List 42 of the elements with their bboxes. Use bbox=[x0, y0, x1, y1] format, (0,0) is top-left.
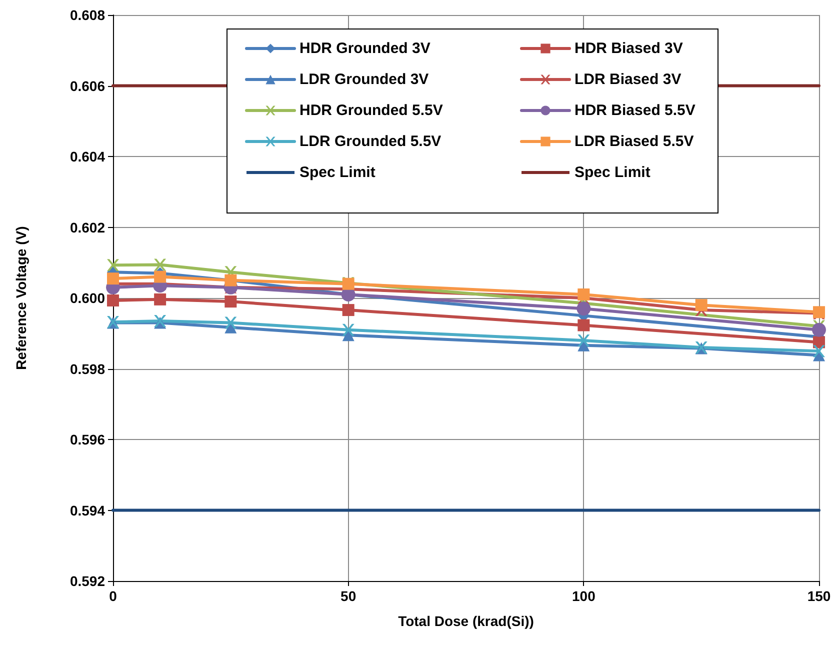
y-tick-label: 0.600 bbox=[70, 290, 106, 306]
legend-label: HDR Grounded 5.5V bbox=[300, 102, 443, 119]
legend-label: HDR Biased 5.5V bbox=[574, 102, 696, 119]
point bbox=[107, 259, 119, 272]
x-tick-label: 0 bbox=[109, 588, 118, 604]
point bbox=[695, 299, 708, 312]
point bbox=[578, 288, 590, 300]
legend-label: Spec Limit bbox=[574, 164, 650, 181]
legend-label: LDR Biased 3V bbox=[574, 71, 682, 88]
y-tick-label: 0.606 bbox=[70, 78, 106, 94]
point bbox=[812, 322, 826, 337]
legend-label: HDR Grounded 3V bbox=[300, 40, 430, 57]
point bbox=[342, 304, 354, 316]
x-tick-label: 150 bbox=[807, 588, 831, 604]
point bbox=[154, 258, 166, 271]
legend-label: LDR Grounded 5.5V bbox=[300, 133, 442, 150]
y-tick-label: 0.596 bbox=[70, 432, 106, 448]
x-tick-label: 50 bbox=[340, 588, 356, 604]
point bbox=[154, 270, 166, 283]
point bbox=[342, 324, 354, 336]
point bbox=[107, 294, 119, 306]
point bbox=[813, 345, 825, 358]
point bbox=[576, 302, 591, 316]
legend-label: Spec Limit bbox=[300, 164, 376, 181]
point bbox=[578, 319, 590, 332]
x-tick-label: 100 bbox=[572, 588, 596, 604]
x-axis-title: Total Dose (krad(Si)) bbox=[398, 613, 534, 629]
point bbox=[224, 296, 237, 308]
y-tick-label: 0.608 bbox=[70, 7, 106, 23]
y-axis-title: Reference Voltage (V) bbox=[13, 226, 29, 370]
point bbox=[578, 334, 590, 346]
y-tick-label: 0.604 bbox=[70, 148, 106, 164]
y-tick-label: 0.594 bbox=[70, 502, 106, 518]
point bbox=[107, 272, 119, 285]
point bbox=[224, 316, 237, 329]
y-tick-label: 0.602 bbox=[70, 219, 106, 236]
point bbox=[154, 293, 166, 306]
legend-label: LDR Grounded 3V bbox=[300, 71, 429, 88]
legend-label: HDR Biased 3V bbox=[574, 40, 683, 57]
legend-label: LDR Biased 5.5V bbox=[574, 133, 694, 150]
y-tick-label: 0.598 bbox=[70, 360, 106, 377]
y-tick-label: 0.592 bbox=[70, 573, 106, 589]
